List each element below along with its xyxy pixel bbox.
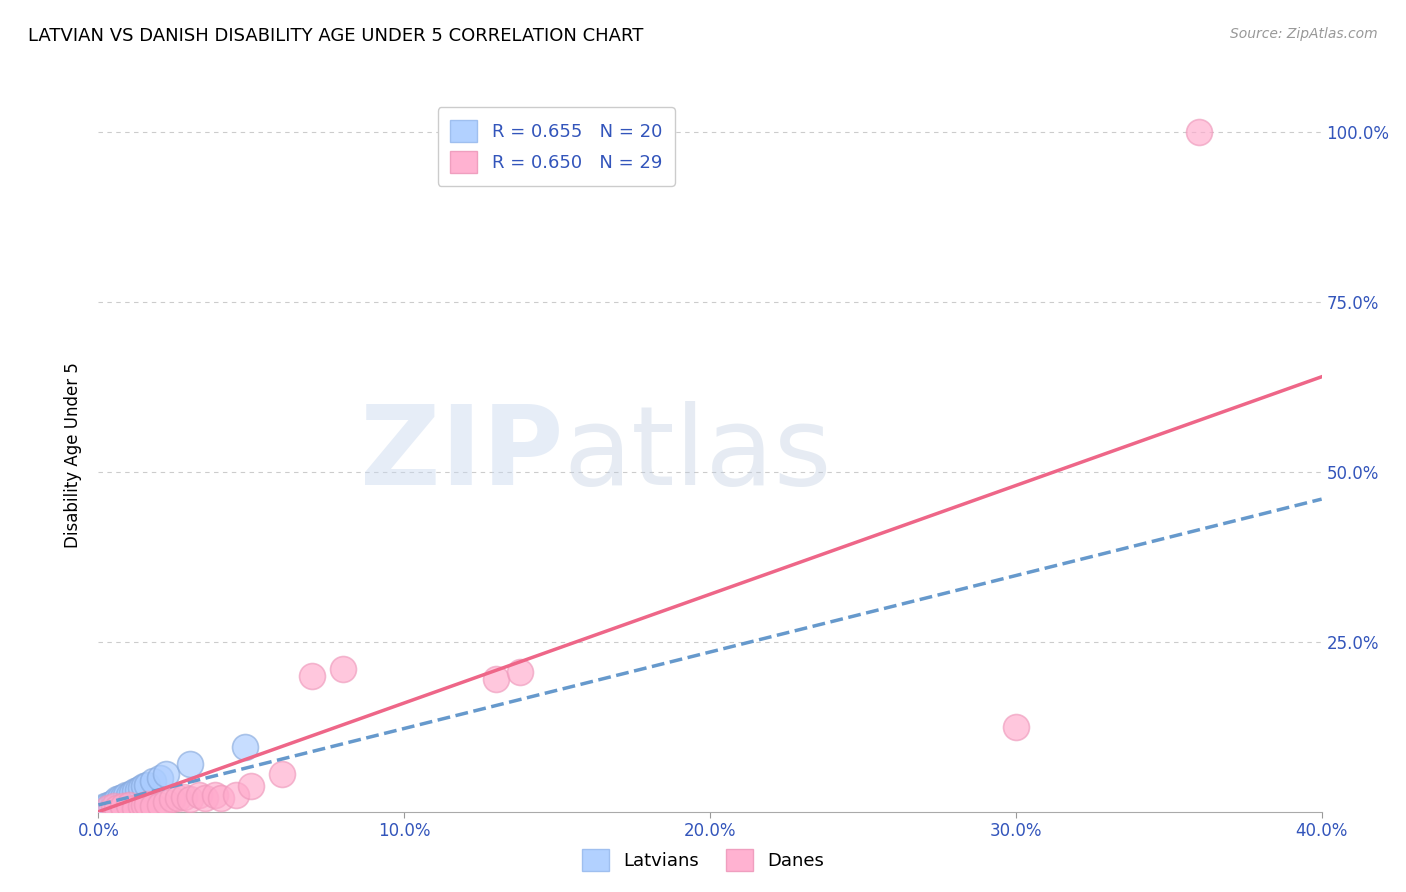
Point <box>167 791 190 805</box>
Point <box>204 788 226 802</box>
Point <box>111 799 134 814</box>
Point <box>194 791 217 805</box>
Point <box>97 797 120 812</box>
Point <box>118 797 141 812</box>
Point <box>173 789 195 804</box>
Point <box>118 788 141 802</box>
Point <box>142 774 165 789</box>
Point <box>485 672 508 686</box>
Point <box>270 767 292 781</box>
Point <box>149 797 172 812</box>
Point <box>108 791 131 805</box>
Point <box>240 779 263 793</box>
Point <box>509 665 531 680</box>
Point <box>155 767 177 781</box>
Point <box>103 795 125 809</box>
Point <box>179 757 201 772</box>
Point <box>93 799 115 814</box>
Text: atlas: atlas <box>564 401 832 508</box>
Point <box>179 792 201 806</box>
Point <box>129 799 152 814</box>
Point <box>103 799 125 814</box>
Point <box>127 783 149 797</box>
Point <box>155 795 177 809</box>
Point <box>105 792 128 806</box>
Point <box>134 779 156 793</box>
Point <box>97 801 120 815</box>
Legend: R = 0.655   N = 20, R = 0.650   N = 29: R = 0.655 N = 20, R = 0.650 N = 29 <box>437 107 675 186</box>
Point <box>136 778 159 792</box>
Point <box>225 788 247 802</box>
Point <box>124 784 146 798</box>
Legend: Latvians, Danes: Latvians, Danes <box>575 842 831 879</box>
Point <box>111 789 134 804</box>
Y-axis label: Disability Age Under 5: Disability Age Under 5 <box>65 362 83 548</box>
Text: LATVIAN VS DANISH DISABILITY AGE UNDER 5 CORRELATION CHART: LATVIAN VS DANISH DISABILITY AGE UNDER 5… <box>28 27 644 45</box>
Point <box>233 740 256 755</box>
Text: ZIP: ZIP <box>360 401 564 508</box>
Point <box>134 797 156 812</box>
Point <box>105 801 128 815</box>
Point <box>142 799 165 814</box>
Point <box>121 786 143 800</box>
Point <box>209 791 232 805</box>
Point <box>115 788 138 802</box>
Point <box>301 669 323 683</box>
Point <box>136 797 159 811</box>
Point <box>124 801 146 815</box>
Point <box>149 771 172 785</box>
Point <box>1188 125 1211 139</box>
Point <box>1004 720 1026 734</box>
Point <box>332 662 354 676</box>
Text: Source: ZipAtlas.com: Source: ZipAtlas.com <box>1230 27 1378 41</box>
Point <box>100 797 122 811</box>
Point <box>160 792 183 806</box>
Point <box>129 780 152 795</box>
Point <box>188 788 211 802</box>
